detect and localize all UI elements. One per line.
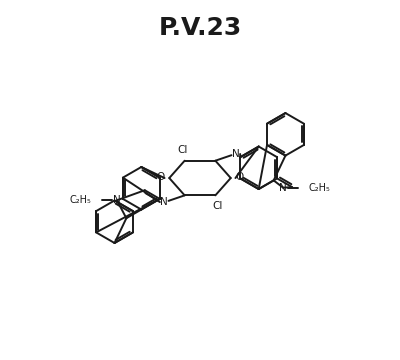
Text: Cl: Cl xyxy=(178,145,188,155)
Text: N: N xyxy=(279,183,287,193)
Text: O: O xyxy=(235,172,244,182)
Text: Cl: Cl xyxy=(212,201,222,211)
Text: N: N xyxy=(160,197,168,207)
Text: N: N xyxy=(113,195,121,205)
Text: P.V.23: P.V.23 xyxy=(158,16,242,40)
Text: C₂H₅: C₂H₅ xyxy=(309,183,330,193)
Text: N: N xyxy=(232,149,240,159)
Text: O: O xyxy=(156,172,165,182)
Text: C₂H₅: C₂H₅ xyxy=(70,195,91,205)
